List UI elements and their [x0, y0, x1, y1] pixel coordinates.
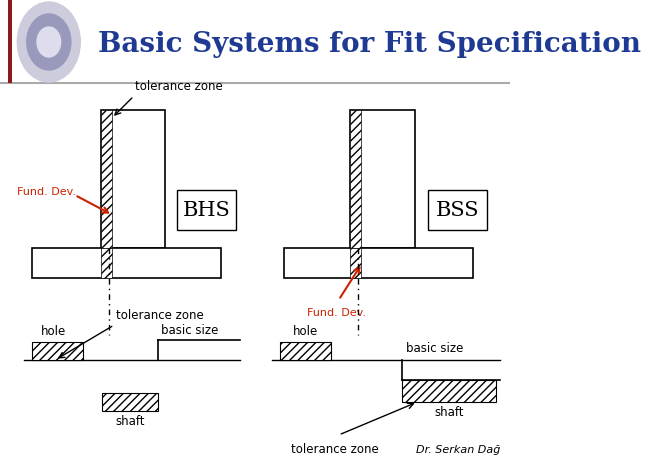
Circle shape	[17, 2, 80, 82]
Bar	[351, 110, 415, 248]
Bar	[177, 190, 237, 230]
Bar	[284, 248, 472, 278]
Circle shape	[27, 14, 71, 70]
Text: hole: hole	[41, 325, 66, 338]
Bar	[351, 248, 362, 278]
Text: BSS: BSS	[435, 200, 479, 219]
Bar	[101, 248, 112, 278]
Text: tolerance zone: tolerance zone	[292, 443, 379, 456]
Bar	[8, 0, 12, 83]
Text: basic size: basic size	[161, 324, 219, 337]
Text: hole: hole	[292, 325, 318, 338]
Bar	[32, 248, 220, 278]
Circle shape	[37, 27, 61, 57]
Text: tolerance zone: tolerance zone	[135, 80, 223, 93]
Bar	[351, 110, 362, 248]
Bar	[402, 380, 496, 402]
Bar	[279, 342, 330, 360]
Text: Fund. Dev.: Fund. Dev.	[307, 308, 366, 318]
Text: shaft: shaft	[434, 406, 464, 419]
Text: basic size: basic size	[406, 342, 463, 355]
Bar	[102, 393, 157, 411]
Text: BHS: BHS	[183, 200, 231, 219]
Bar	[32, 342, 83, 360]
Bar	[101, 110, 112, 248]
Text: shaft: shaft	[115, 415, 145, 428]
Text: Dr. Serkan Dağ: Dr. Serkan Dağ	[416, 445, 500, 455]
Bar	[428, 190, 487, 230]
Text: tolerance zone: tolerance zone	[116, 309, 203, 322]
Text: Fund. Dev.: Fund. Dev.	[17, 187, 76, 197]
Bar	[101, 110, 165, 248]
Text: Basic Systems for Fit Specification: Basic Systems for Fit Specification	[98, 31, 642, 58]
